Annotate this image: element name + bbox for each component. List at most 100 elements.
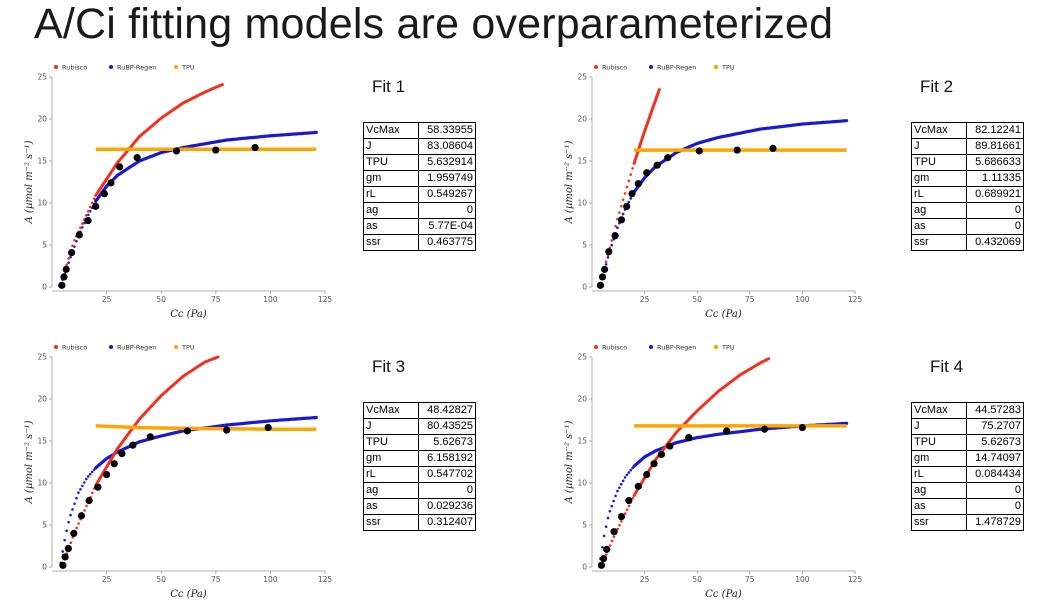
rubp-regen-point [63, 538, 66, 542]
y-tick-label: 15 [37, 157, 47, 166]
param-row-vcmax: VcMax 48.42827 [363, 402, 476, 419]
param-name: rL [363, 186, 419, 203]
y-tick-label: 25 [577, 73, 587, 82]
observed-point [643, 169, 651, 177]
observed-point [653, 161, 661, 169]
x-axis-label: Cc (Pa) [170, 589, 207, 600]
observed-point [110, 460, 118, 468]
legend-label: TPU [181, 344, 195, 352]
param-value: 80.43525 [418, 418, 476, 435]
legend-label: TPU [181, 64, 195, 72]
rubp-regen-curve [94, 130, 318, 203]
param-value: 0 [966, 482, 1024, 499]
rubp-regen-point [618, 486, 621, 489]
rubp-regen-point [86, 475, 90, 478]
legend-swatch [174, 345, 178, 349]
x-tick-label: 125 [848, 295, 863, 304]
rubisco-point [73, 238, 76, 242]
x-axis-label: Cc (Pa) [705, 589, 742, 600]
observed-point [664, 154, 672, 162]
param-name: ssr [363, 514, 419, 531]
y-tick-label: 5 [582, 521, 587, 530]
rubp-regen-point [616, 226, 619, 229]
rubp-regen-point [88, 209, 92, 213]
param-name: ag [911, 202, 967, 219]
rubisco-point [619, 204, 623, 208]
param-name: ssr [911, 234, 967, 251]
rubisco-point [86, 209, 90, 213]
rubp-regen-point [61, 550, 65, 553]
observed-point [685, 434, 693, 442]
x-tick-label: 25 [102, 575, 112, 584]
rubisco-point [79, 226, 82, 230]
param-row-ag: ag 0 [911, 202, 1024, 219]
y-tick-label: 10 [37, 199, 47, 208]
param-row-tpu: TPU 5.62673 [911, 434, 1024, 451]
tpu-line [95, 424, 317, 431]
param-name: gm [911, 450, 967, 467]
observed-point [603, 545, 611, 553]
observed-point [611, 232, 619, 240]
legend-swatch [714, 65, 718, 69]
observed-point [146, 433, 154, 441]
x-tick-label: 25 [640, 295, 650, 304]
param-value: 0.029236 [418, 498, 476, 515]
legend-label: RuBP-Regen [117, 344, 156, 352]
param-name: J [911, 138, 967, 155]
rubisco-point [625, 185, 629, 189]
param-row-rl: rL 0.549267 [363, 186, 476, 203]
observed-point [625, 497, 633, 505]
param-row-rl: rL 0.084434 [911, 466, 1024, 483]
rubisco-curve [94, 355, 220, 487]
legend-label: RuBP-Regen [117, 64, 156, 72]
param-value: 0.547702 [418, 466, 476, 483]
rubisco-point [627, 179, 631, 183]
observed-point [107, 179, 115, 187]
y-tick-label: 5 [42, 521, 47, 530]
rubp-regen-point [67, 520, 70, 524]
observed-point [617, 216, 626, 224]
observed-point [769, 144, 777, 152]
chart-fit-3: 0 5 10 15 20 25 25 50 75 100 125 Cc (Pa) A (µmol m⁻²… [24, 344, 332, 601]
param-name: rL [911, 466, 967, 483]
rubp-regen-point [604, 263, 608, 266]
x-tick-label: 100 [795, 575, 810, 584]
observed-point [695, 147, 703, 155]
observed-point [598, 273, 607, 281]
rubisco-point [91, 491, 94, 495]
rubisco-point [614, 224, 617, 228]
rubp-regen-point [88, 472, 92, 476]
x-tick-label: 25 [102, 295, 112, 304]
param-value: 14.74097 [966, 450, 1024, 467]
rubisco-point [631, 496, 635, 500]
param-value: 5.686633 [966, 154, 1024, 171]
y-tick-label: 0 [582, 563, 587, 572]
param-name: VcMax [911, 402, 967, 419]
y-tick-label: 0 [42, 283, 47, 292]
param-row-rl: rL 0.547702 [363, 466, 476, 483]
observed-point [116, 163, 124, 171]
observed-point [650, 460, 658, 468]
rubisco-point [88, 205, 92, 209]
param-name: TPU [911, 154, 967, 171]
param-value: 0 [966, 202, 1024, 219]
rubisco-point [623, 192, 627, 195]
fit-1-label: Fit 1 [372, 77, 406, 96]
y-tick-label: 20 [37, 395, 47, 404]
x-tick-label: 25 [640, 575, 650, 584]
rubp-regen-point [84, 477, 88, 481]
param-value: 6.158192 [418, 450, 476, 467]
observed-point [77, 512, 86, 520]
observed-point [634, 180, 642, 188]
y-axis-label: A (µmol m⁻² s⁻¹) [24, 420, 35, 504]
param-value: 0.432069 [966, 234, 1024, 251]
param-value: 58.33955 [418, 122, 476, 139]
legend-label: TPU [721, 344, 735, 352]
y-axis-label: A (µmol m⁻² s⁻¹) [24, 140, 35, 224]
rubp-regen-point [623, 476, 627, 479]
observed-point [118, 450, 126, 458]
rubisco-point [92, 197, 96, 200]
rubp-regen-point [73, 502, 76, 506]
rubp-regen-point [73, 245, 76, 248]
rubp-regen-point [616, 489, 619, 493]
